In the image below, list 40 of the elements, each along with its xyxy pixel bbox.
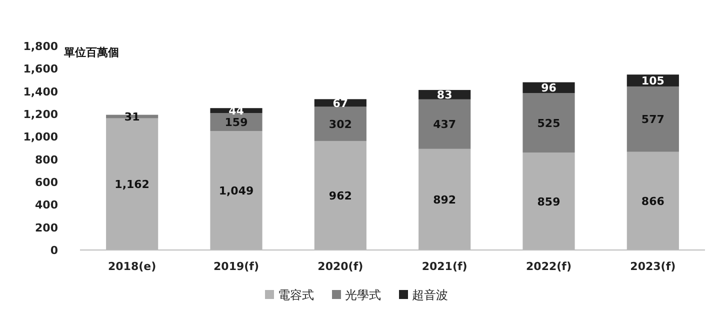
data-label: 859 — [537, 195, 560, 208]
bar — [418, 99, 471, 149]
x-tick-label: 2018(e) — [108, 260, 156, 273]
x-tick-label: 2019(f) — [214, 260, 259, 273]
y-tick-label: 200 — [35, 221, 58, 234]
data-label: 96 — [541, 82, 557, 95]
y-tick-label: 1,400 — [23, 85, 58, 98]
y-tick-label: 0 — [50, 244, 58, 257]
data-label: 31 — [124, 110, 140, 124]
y-tick-label: 1,000 — [23, 130, 58, 144]
data-label: 525 — [537, 116, 560, 130]
bar — [522, 93, 575, 153]
x-tick-label: 2023(f) — [630, 260, 676, 273]
y-axis-title: 單位百萬個 — [63, 46, 119, 59]
y-tick-label: 1,800 — [23, 40, 58, 53]
legend-label: 電容式 — [278, 288, 314, 302]
y-tick-label: 600 — [35, 176, 58, 189]
x-tick-label: 2022(f) — [526, 260, 572, 273]
y-tick-label: 400 — [35, 198, 58, 212]
data-label: 302 — [328, 118, 352, 131]
data-label: 83 — [436, 88, 452, 102]
legend-label: 超音波 — [412, 288, 448, 302]
data-label: 962 — [328, 189, 352, 202]
data-label: 67 — [332, 96, 348, 110]
data-label: 892 — [433, 193, 456, 206]
data-label: 159 — [224, 116, 248, 130]
x-tick-label: 2020(f) — [318, 260, 364, 273]
data-label: 1,049 — [218, 184, 254, 198]
data-label: 866 — [641, 194, 665, 208]
data-label: 437 — [433, 118, 456, 132]
legend-label: 光學式 — [345, 288, 381, 302]
y-tick-label: 800 — [35, 153, 58, 166]
x-tick-label: 2021(f) — [422, 260, 468, 273]
y-tick-label: 1,200 — [23, 108, 58, 121]
bar — [626, 86, 679, 152]
data-label: 1,162 — [114, 178, 150, 192]
data-label: 577 — [641, 113, 664, 126]
bar — [314, 106, 366, 141]
y-tick-label: 1,600 — [23, 62, 58, 76]
data-label: 105 — [641, 74, 664, 88]
